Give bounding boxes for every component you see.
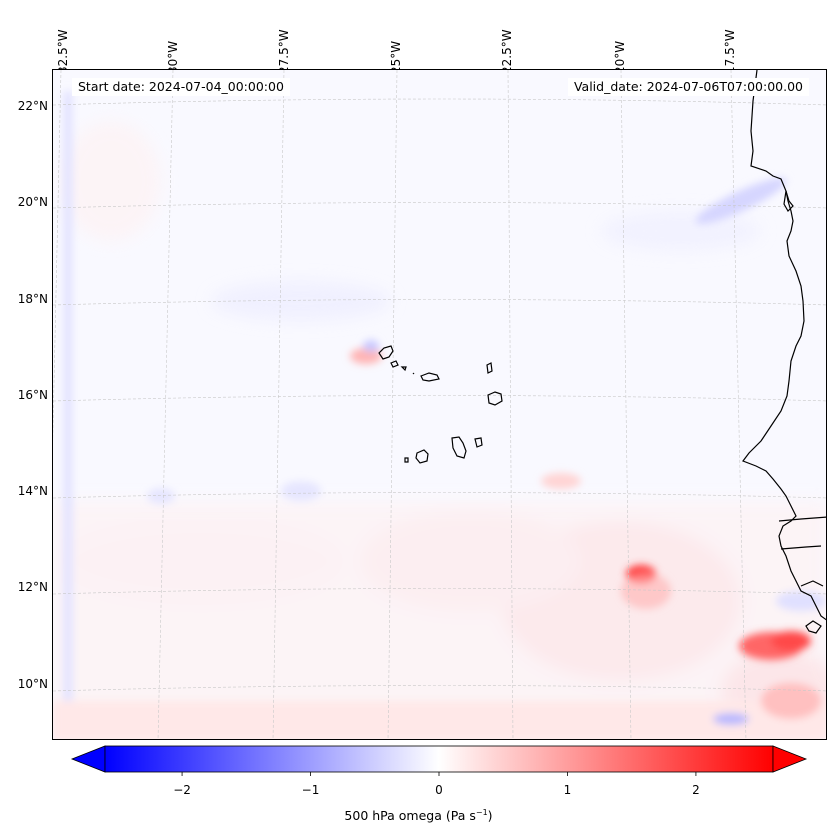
lon-label: 22.5°W — [500, 29, 514, 74]
coastlines — [378, 70, 826, 634]
colorbar-tick-label: 2 — [692, 783, 700, 797]
colorbar-tick-label: 0 — [435, 783, 443, 797]
lon-label: 32.5°W — [56, 29, 70, 74]
omega-field — [53, 70, 826, 739]
map-svg — [53, 70, 826, 739]
colorbar-label-main: 500 hPa omega (Pa s — [344, 808, 476, 824]
graticule — [53, 70, 826, 739]
africa-coastline — [742, 70, 826, 621]
colorbar-tick-label: 1 — [563, 783, 572, 797]
lat-label: 10°N — [17, 677, 48, 691]
colorbar-body — [104, 745, 774, 773]
colorbar-tick-label: −1 — [301, 783, 320, 797]
lat-label: 18°N — [17, 292, 48, 306]
lat-label: 20°N — [17, 195, 48, 209]
colorbar-label-end: ) — [487, 808, 493, 824]
lat-label: 16°N — [17, 388, 48, 402]
colorbar-low-extend — [70, 745, 106, 773]
colorbar-label: 500 hPa omega (Pa s−1) — [0, 808, 837, 823]
lat-label: 14°N — [17, 484, 48, 498]
colorbar — [70, 745, 808, 776]
valid-date-label: Valid_date: 2024-07-06T07:00:00.00 — [567, 78, 809, 96]
start-date-label: Start date: 2024-07-04_00:00:00 — [72, 78, 290, 96]
lon-label: 17.5°W — [723, 29, 737, 74]
colorbar-label-exponent: −1 — [475, 808, 488, 817]
colorbar-high-extend — [772, 745, 808, 773]
lat-label: 22°N — [17, 99, 48, 113]
map-panel — [52, 69, 827, 740]
lat-label: 12°N — [17, 580, 48, 594]
colorbar-tick-label: −2 — [173, 783, 191, 797]
colorbar-tick-marks — [181, 772, 697, 776]
lon-label: 27.5°W — [277, 29, 291, 74]
